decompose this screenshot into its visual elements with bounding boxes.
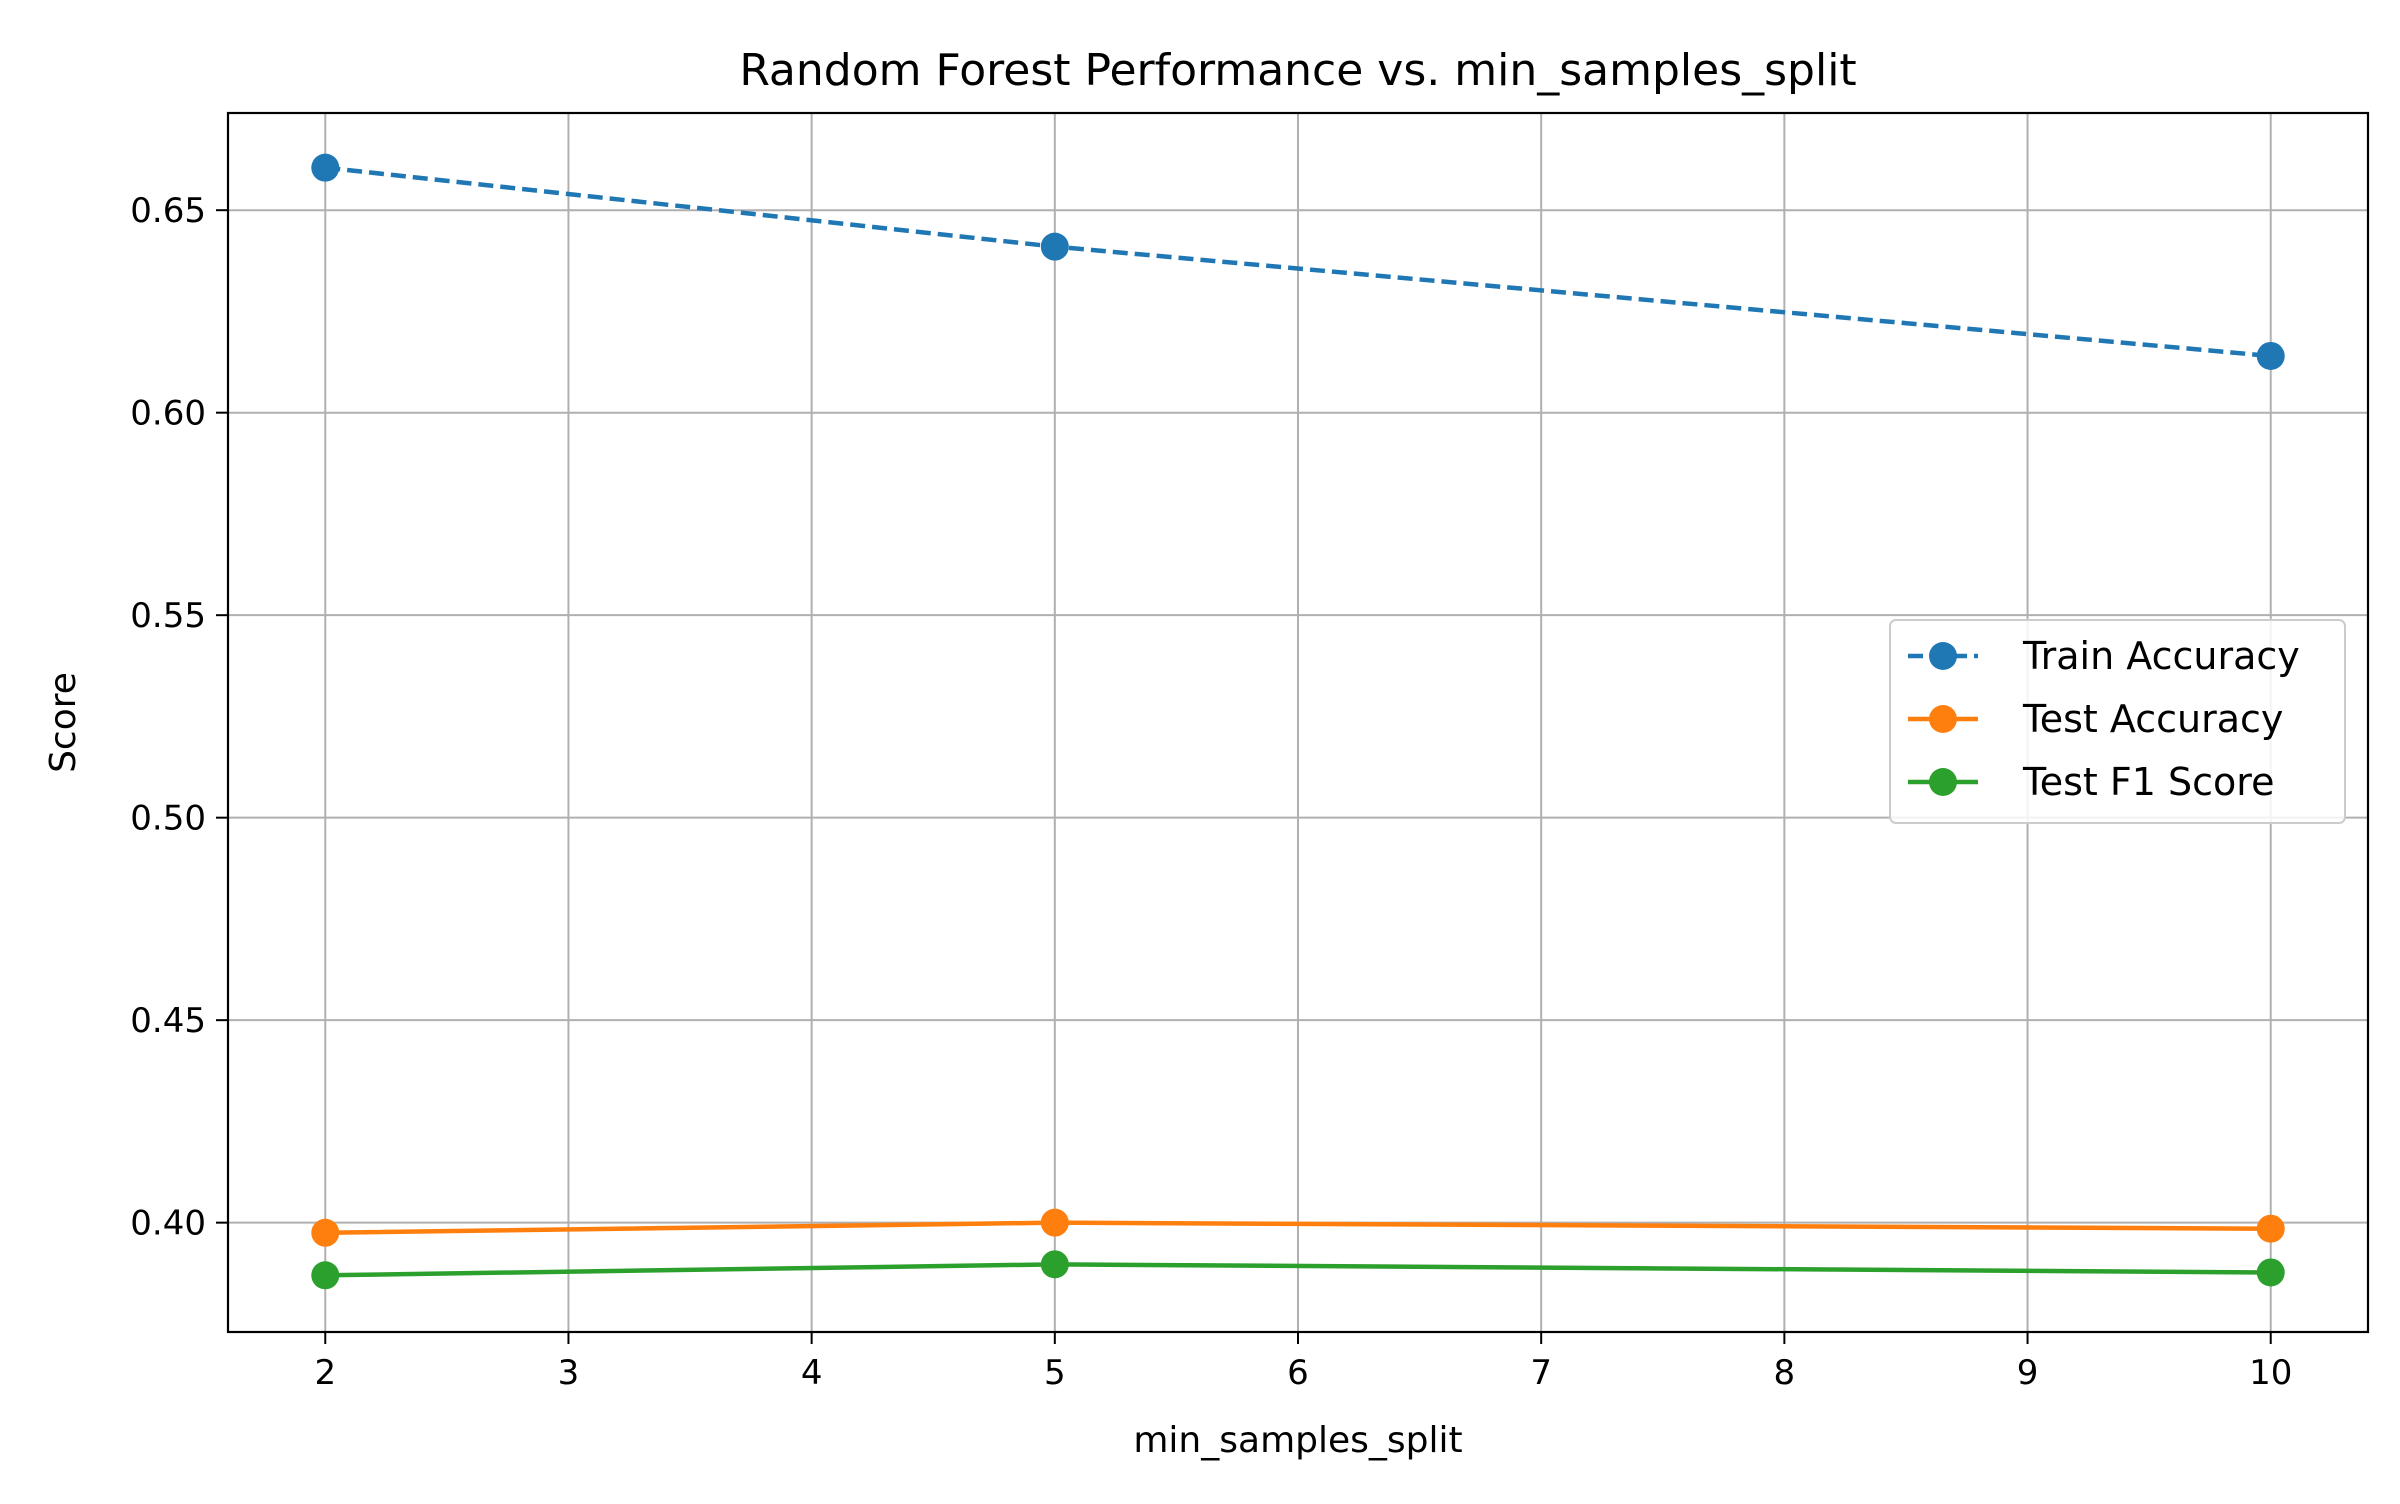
data-point-test-f1-score [2256,1258,2285,1287]
x-tick-label: 10 [2249,1353,2292,1393]
y-tick-label: 0.40 [130,1204,206,1244]
chart-title: Random Forest Performance vs. min_sample… [739,45,1856,96]
x-tick-label: 5 [1044,1353,1066,1393]
x-axis-label: min_samples_split [1133,1420,1462,1461]
data-point-test-accuracy [1040,1208,1069,1237]
data-point-test-f1-score [311,1261,340,1290]
y-tick-label: 0.50 [130,799,206,839]
legend-marker-test-f1-score [1929,768,1957,796]
y-tick-label: 0.45 [130,1001,206,1041]
legend-label-test-accuracy: Test Accuracy [2022,697,2283,741]
legend-marker-train-accuracy [1929,642,1957,670]
legend-box [1889,619,2346,824]
data-point-train-accuracy [1040,232,1069,261]
series-group [311,153,2285,1290]
legend-label-test-f1-score: Test F1 Score [2022,760,2274,804]
x-tick-label: 3 [558,1353,580,1393]
legend-marker-test-accuracy [1929,705,1957,733]
data-point-test-f1-score [1040,1250,1069,1279]
data-point-test-accuracy [2256,1214,2285,1243]
legend-label-train-accuracy: Train Accuracy [2022,634,2300,678]
x-tick-label: 6 [1287,1353,1309,1393]
y-tick-label: 0.55 [130,596,206,636]
y-axis-label: Score [43,672,84,773]
axis-ticks: 2 3 4 5 6 7 8 9 10 0.40 0.45 0.50 0.55 0.60 0.65 [130,191,2292,1393]
x-tick-label: 7 [1530,1353,1552,1393]
x-tick-label: 4 [801,1353,823,1393]
x-tick-label: 9 [2017,1353,2039,1393]
x-tick-label: 8 [1774,1353,1796,1393]
y-tick-label: 0.65 [130,191,206,231]
data-point-test-accuracy [311,1218,340,1247]
x-tick-label: 2 [314,1353,336,1393]
y-tick-label: 0.60 [130,394,206,434]
legend: Train Accuracy Test Accuracy Test F1 Score [1889,619,2346,824]
data-point-train-accuracy [311,153,340,182]
data-point-train-accuracy [2256,341,2285,370]
